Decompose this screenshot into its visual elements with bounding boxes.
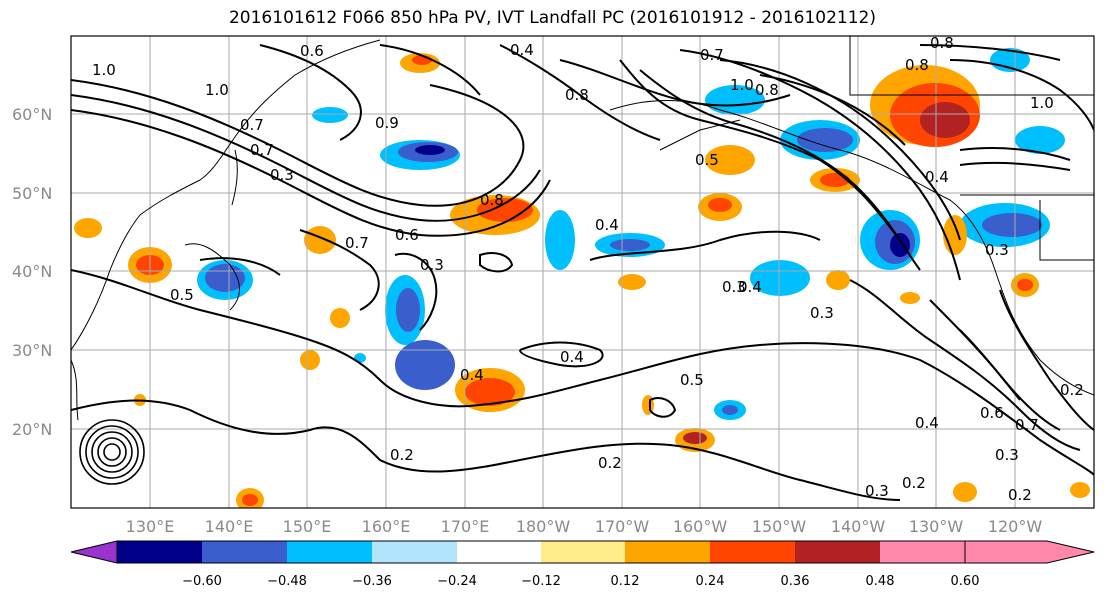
contour-label: 0.7 — [250, 141, 274, 159]
contour-label: 0.3 — [810, 304, 834, 322]
contour-label: 1.0 — [730, 76, 754, 94]
lon-label: 160°W — [673, 517, 728, 536]
contour-label: 0.5 — [680, 371, 704, 389]
lat-label: 20°N — [12, 420, 52, 439]
contour-label: 0.3 — [995, 446, 1019, 464]
contour-label: 0.4 — [595, 216, 619, 234]
contour-label: 0.3 — [985, 241, 1009, 259]
contour-label: 0.4 — [915, 414, 939, 432]
latitude-labels: 60°N 50°N 40°N 30°N 20°N — [12, 105, 52, 439]
colorbar-tick: −0.24 — [437, 574, 477, 589]
contour-label: 0.7 — [1015, 416, 1039, 434]
colorbar-swatch — [880, 541, 965, 563]
colorbar-tick: −0.12 — [521, 574, 561, 589]
lat-label: 60°N — [12, 105, 52, 124]
lon-label: 170°W — [595, 517, 650, 536]
contour-label: 0.8 — [930, 34, 954, 52]
colorbar-swatch — [457, 541, 541, 563]
lon-label: 130°W — [909, 517, 964, 536]
colorbar-swatch — [202, 541, 287, 563]
lat-label: 50°N — [12, 184, 52, 203]
contour-label: 0.8 — [480, 191, 504, 209]
lon-label: 150°E — [283, 517, 332, 536]
contour-labels: 1.0 1.0 0.6 0.4 0.8 0.7 0.8 1.0 0.8 0.7 … — [92, 34, 1084, 504]
contour-label: 0.4 — [510, 41, 534, 59]
contour-label: 0.5 — [170, 286, 194, 304]
contour-label: 0.9 — [375, 114, 399, 132]
colorbar-extend-right — [964, 540, 1095, 564]
lon-label: 180°W — [516, 517, 571, 536]
lon-label: 120°W — [988, 517, 1043, 536]
colorbar-swatch — [795, 541, 880, 563]
contour-label: 0.8 — [905, 56, 929, 74]
lon-label: 140°W — [831, 517, 886, 536]
colorbar-swatch — [117, 541, 202, 563]
colorbar-swatch — [625, 541, 710, 563]
cyclone-rings — [79, 419, 145, 485]
lat-label: 30°N — [12, 341, 52, 360]
contour-label: 1.0 — [92, 61, 116, 79]
contour-label: 0.4 — [925, 168, 949, 186]
map-title: 2016101612 F066 850 hPa PV, IVT Landfall… — [228, 8, 876, 28]
contour-label: 0.5 — [695, 151, 719, 169]
colorbar-tick: 0.12 — [611, 574, 640, 589]
colorbar-swatch — [372, 541, 457, 563]
colorbar-tick: 0.36 — [781, 574, 810, 589]
lon-label: 140°E — [205, 517, 254, 536]
pv-contours — [71, 44, 1094, 501]
colorbar-tick: 0.24 — [696, 574, 725, 589]
map-frame — [70, 35, 1095, 509]
lon-label: 130°E — [126, 517, 175, 536]
contour-label: 0.3 — [420, 256, 444, 274]
lon-label: 150°W — [752, 517, 807, 536]
contour-label: 0.2 — [1008, 486, 1032, 504]
contour-label: 0.8 — [565, 86, 589, 104]
contour-label: 0.7 — [345, 234, 369, 252]
coastlines — [71, 36, 1094, 421]
contour-label: 0.2 — [598, 454, 622, 472]
colorbar: −0.60 −0.48 −0.36 −0.24 −0.12 0.12 0.24 … — [70, 540, 1095, 589]
colorbar-tick: −0.48 — [267, 574, 307, 589]
lon-label: 170°E — [441, 517, 490, 536]
lon-label: 160°E — [362, 517, 411, 536]
contour-label: 0.4 — [560, 348, 584, 366]
colorbar-swatch — [710, 541, 795, 563]
contour-label: 0.7 — [240, 116, 264, 134]
contour-label: 1.0 — [1030, 94, 1054, 112]
colorbar-swatch — [541, 541, 625, 563]
contour-label: 0.8 — [755, 81, 779, 99]
contour-label: 1.0 — [205, 81, 229, 99]
colorbar-tick: −0.60 — [182, 574, 222, 589]
contour-label: 0.3 — [270, 166, 294, 184]
contour-label: 0.4 — [738, 278, 762, 296]
contour-label: 0.2 — [902, 474, 926, 492]
contour-label: 0.6 — [980, 404, 1004, 422]
longitude-labels: 130°E 140°E 150°E 160°E 170°E 180°W 170°… — [126, 517, 1043, 536]
contour-label: 0.3 — [722, 278, 746, 296]
contour-label: 0.4 — [460, 366, 484, 384]
contour-label: 0.2 — [1060, 381, 1084, 399]
contour-label: 0.2 — [390, 446, 414, 464]
contour-label: 0.6 — [300, 42, 324, 60]
lat-label: 40°N — [12, 262, 52, 281]
colorbar-tick: −0.36 — [352, 574, 392, 589]
contour-label: 0.7 — [700, 46, 724, 64]
shaded-anomalies — [74, 48, 1090, 508]
colorbar-outline — [116, 540, 966, 564]
map-plot-area: 1.0 1.0 0.6 0.4 0.8 0.7 0.8 1.0 0.8 0.7 … — [71, 34, 1094, 508]
colorbar-tick: 0.48 — [866, 574, 895, 589]
contour-label: 0.6 — [395, 226, 419, 244]
colorbar-extend-left — [70, 540, 118, 564]
colorbar-tick: 0.60 — [951, 574, 980, 589]
contour-label: 0.3 — [865, 482, 889, 500]
colorbar-swatch — [287, 541, 372, 563]
